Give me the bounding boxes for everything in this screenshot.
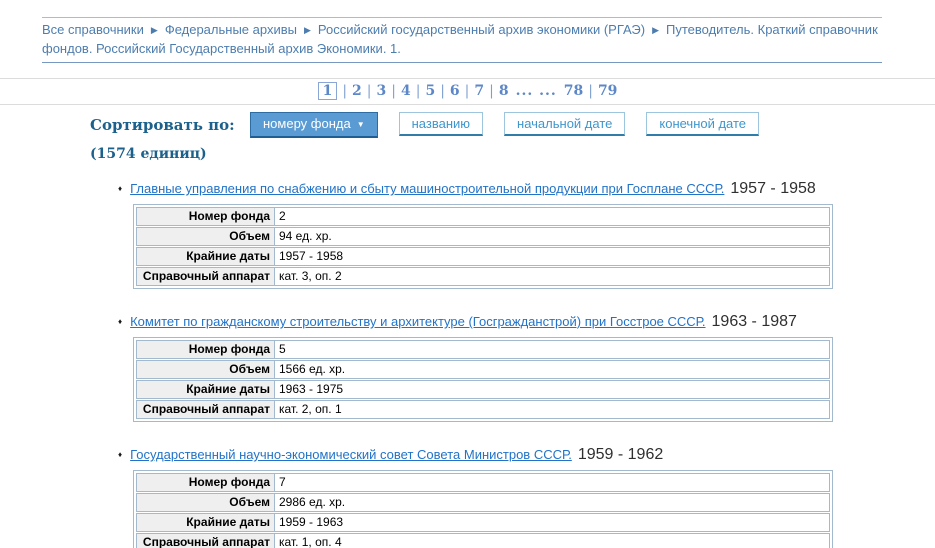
fond-title-link[interactable]: Государственный научно-экономический сов… <box>130 447 572 462</box>
field-label-dates: Крайние даты <box>137 248 275 265</box>
sort-label: Сортировать по: <box>90 116 235 134</box>
field-value-reference: кат. 3, оп. 2 <box>279 269 342 283</box>
fond-details-table: Номер фонда 7 Объем 2986 ед. хр. Крайние дат… <box>133 470 833 548</box>
breadcrumb-bar: Все справочники ▶ Федеральные архивы ▶ Росси… <box>42 17 882 63</box>
field-label-reference: Справочный аппарат <box>137 534 275 548</box>
fond-years: 1963 - 1987 <box>711 313 797 330</box>
pagination: 1 | 2 | 3 | 4 | 5 | 6 | 7 | 8... ... 78 | 79 <box>0 78 935 105</box>
field-label-reference: Справочный аппарат <box>137 401 275 418</box>
main-content: Сортировать по: номеру фонда ▼ названию нач… <box>0 112 935 548</box>
field-label-number: Номер фонда <box>137 341 275 358</box>
pagination-page-link[interactable]: 4 <box>400 83 411 99</box>
pagination-ellipsis: ... ... <box>515 83 557 99</box>
sort-button-label: начальной дате <box>517 116 613 131</box>
field-value-number: 5 <box>279 342 286 356</box>
breadcrumb-link[interactable]: Путеводитель. Краткий справочник фондов.… <box>42 22 878 56</box>
sort-button-конечной-дате[interactable]: конечной дате <box>646 112 760 136</box>
field-value-number: 2 <box>279 209 286 223</box>
table-row: Справочный аппарат кат. 1, оп. 4 <box>136 533 830 548</box>
table-row: Крайние даты 1957 - 1958 <box>136 247 830 266</box>
pagination-separator: | <box>464 83 470 99</box>
fond-item: ♦ Комитет по гражданскому строительству и… <box>90 312 935 422</box>
pagination-separator: | <box>440 83 445 99</box>
pagination-separator: | <box>342 83 348 99</box>
pagination-page-link[interactable]: 79 <box>597 83 618 99</box>
field-label-volume: Объем <box>137 228 275 245</box>
pagination-separator: | <box>588 83 593 99</box>
field-label-reference: Справочный аппарат <box>137 268 275 285</box>
field-value-volume: 2986 ед. хр. <box>279 495 346 509</box>
sort-button-начальной-дате[interactable]: начальной дате <box>504 112 626 136</box>
breadcrumb-link[interactable]: Федеральные архивы <box>164 22 297 37</box>
sort-button-label: номеру фонда <box>263 116 351 131</box>
sort-button-label: названию <box>411 116 471 131</box>
table-row: Номер фонда 5 <box>136 340 830 359</box>
breadcrumb: Все справочники ▶ Федеральные архивы ▶ Росси… <box>42 21 882 58</box>
sort-row: Сортировать по: номеру фонда ▼ названию нач… <box>90 112 935 138</box>
breadcrumb-separator-icon: ▶ <box>150 25 158 35</box>
fond-details-table: Номер фонда 2 Объем 94 ед. хр. Крайние даты 1… <box>133 204 833 289</box>
sort-button-номеру-фонда[interactable]: номеру фонда ▼ <box>250 112 378 138</box>
pagination-separator: | <box>366 83 372 99</box>
field-label-number: Номер фонда <box>137 208 275 225</box>
table-row: Объем 1566 ед. хр. <box>136 360 830 379</box>
pagination-page-link[interactable]: 3 <box>376 83 387 99</box>
fond-item: ♦ Государственный научно-экономический со… <box>90 445 935 548</box>
breadcrumb-link[interactable]: Все справочники <box>42 22 144 37</box>
sort-button-названию[interactable]: названию <box>398 112 484 136</box>
pagination-page-link[interactable]: 2 <box>352 83 362 99</box>
field-value-number: 7 <box>279 475 286 489</box>
pagination-separator: | <box>489 83 494 99</box>
sort-button-label: конечной дате <box>659 116 747 131</box>
pagination-separator: | <box>415 83 421 99</box>
breadcrumb-link[interactable]: Российский государственный архив экономи… <box>317 22 646 37</box>
table-row: Крайние даты 1959 - 1963 <box>136 513 830 532</box>
field-label-volume: Объем <box>137 494 275 511</box>
table-row: Справочный аппарат кат. 3, оп. 2 <box>136 267 830 286</box>
pagination-page-link[interactable]: 6 <box>449 83 460 99</box>
fond-years: 1957 - 1958 <box>730 180 816 197</box>
pagination-page-link[interactable]: 78 <box>563 83 584 99</box>
pagination-page-link[interactable]: 8 <box>498 83 509 99</box>
field-label-number: Номер фонда <box>137 474 275 491</box>
field-value-dates: 1959 - 1963 <box>279 515 344 529</box>
field-value-dates: 1957 - 1958 <box>279 249 344 263</box>
fond-list: ♦ Главные управления по снабжению и сбыту… <box>90 179 935 548</box>
fond-title-row: ♦ Государственный научно-экономический со… <box>90 445 935 466</box>
fond-years: 1959 - 1962 <box>577 446 664 463</box>
breadcrumb-separator-icon: ▶ <box>652 25 659 35</box>
sort-buttons: номеру фонда ▼ названию начальной дате конеч… <box>250 112 780 138</box>
bullet-icon: ♦ <box>118 317 123 326</box>
table-row: Справочный аппарат кат. 2, оп. 1 <box>136 400 830 419</box>
fond-title-link[interactable]: Комитет по гражданскому строительству и … <box>130 314 706 329</box>
field-value-volume: 1566 ед. хр. <box>279 362 346 376</box>
field-value-reference: кат. 1, оп. 4 <box>279 535 342 548</box>
table-row: Объем 2986 ед. хр. <box>136 493 830 512</box>
fond-title-row: ♦ Комитет по гражданскому строительству и… <box>90 312 935 333</box>
dropdown-arrow-icon: ▼ <box>356 120 365 129</box>
bullet-icon: ♦ <box>118 450 123 459</box>
fond-details-table: Номер фонда 5 Объем 1566 ед. хр. Крайние дат… <box>133 337 833 422</box>
field-value-dates: 1963 - 1975 <box>279 382 344 396</box>
fond-title-link[interactable]: Главные управления по снабжению и сбыту … <box>130 181 725 196</box>
field-value-volume: 94 ед. хр. <box>279 229 332 243</box>
field-label-dates: Крайние даты <box>137 514 275 531</box>
fond-title-row: ♦ Главные управления по снабжению и сбыту… <box>90 179 935 200</box>
table-row: Объем 94 ед. хр. <box>136 227 830 246</box>
table-row: Крайние даты 1963 - 1975 <box>136 380 830 399</box>
field-label-dates: Крайние даты <box>137 381 275 398</box>
fond-item: ♦ Главные управления по снабжению и сбыту… <box>90 179 935 289</box>
field-value-reference: кат. 2, оп. 1 <box>279 402 342 416</box>
table-row: Номер фонда 7 <box>136 473 830 492</box>
table-row: Номер фонда 2 <box>136 207 830 226</box>
pagination-page-link[interactable]: 5 <box>425 83 436 99</box>
bullet-icon: ♦ <box>118 184 123 193</box>
field-label-volume: Объем <box>137 361 275 378</box>
pagination-page-link[interactable]: 7 <box>474 83 485 99</box>
pagination-current-page: 1 <box>317 82 338 100</box>
breadcrumb-separator-icon: ▶ <box>303 25 311 35</box>
pagination-separator: | <box>391 83 396 99</box>
results-count: (1574 единиц) <box>90 146 207 162</box>
